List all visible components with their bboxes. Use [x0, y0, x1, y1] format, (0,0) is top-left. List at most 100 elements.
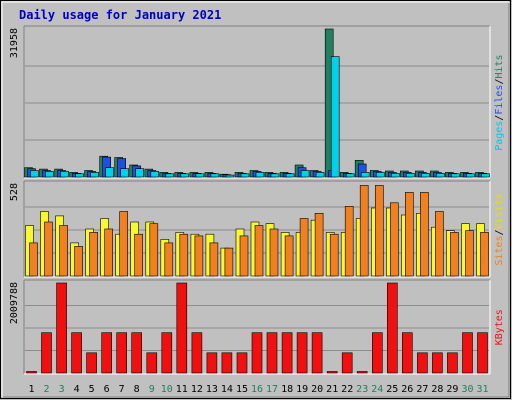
x-tick-label-29: 29 — [446, 384, 458, 395]
x-tick-label-12: 12 — [191, 384, 203, 395]
bar-sites-day-9 — [149, 223, 159, 277]
panel-legend: Pages/Files/Hits — [494, 54, 505, 150]
bar-sites-day-24 — [374, 185, 384, 277]
bar-pages-day-24 — [375, 172, 385, 178]
bar-sites-day-23 — [359, 185, 369, 277]
bar-sites-day-25 — [389, 202, 399, 277]
panel-background — [24, 26, 490, 178]
bar-sites-day-10 — [164, 242, 174, 277]
bar-pages-day-1 — [30, 170, 39, 178]
bar-kbytes-day-18 — [281, 332, 293, 374]
bar-sites-day-17 — [269, 228, 279, 277]
bar-kbytes-day-8 — [131, 332, 142, 374]
bar-sites-day-22 — [344, 206, 354, 277]
legend-entry: Sites — [494, 235, 505, 265]
bar-pages-day-12 — [195, 173, 205, 178]
x-tick-label-10: 10 — [161, 384, 173, 395]
bar-kbytes-day-15 — [236, 352, 248, 374]
bar-sites-day-18 — [284, 235, 294, 277]
legend-entry: Visits — [494, 193, 505, 229]
bar-pages-day-17 — [270, 173, 280, 178]
x-tick-label-1: 1 — [28, 384, 34, 395]
bar-pages-day-9 — [150, 171, 160, 178]
bar-sites-day-11 — [179, 233, 189, 277]
bar-pages-day-15 — [240, 173, 250, 178]
bar-pages-day-25 — [390, 173, 400, 178]
bar-pages-day-10 — [165, 173, 175, 178]
bar-pages-day-20 — [315, 172, 325, 178]
bar-kbytes-day-3 — [56, 282, 67, 374]
bar-pages-day-8 — [135, 168, 144, 178]
bar-kbytes-day-11 — [176, 282, 188, 374]
bar-kbytes-day-7 — [116, 332, 127, 374]
panel-max-label: 528 — [9, 183, 20, 201]
x-tick-label-21: 21 — [326, 384, 338, 395]
legend-entry: / — [494, 115, 505, 121]
bar-kbytes-day-6 — [101, 332, 112, 374]
bar-pages-day-14 — [225, 174, 235, 178]
bar-kbytes-day-10 — [161, 332, 173, 374]
x-tick-label-19: 19 — [296, 384, 308, 395]
x-tick-label-28: 28 — [431, 384, 443, 395]
bar-sites-day-31 — [480, 232, 489, 277]
x-tick-label-9: 9 — [149, 384, 155, 395]
x-tick-label-22: 22 — [341, 384, 353, 395]
panels-layer: 31958Pages/Files/Hits528Sites/Visits2009… — [9, 25, 505, 375]
x-tick-label-31: 31 — [476, 384, 488, 395]
bar-kbytes-day-4 — [71, 332, 82, 374]
x-tick-label-8: 8 — [134, 384, 140, 395]
x-tick-label-24: 24 — [371, 384, 383, 395]
x-tick-label-30: 30 — [461, 384, 473, 395]
legend-entry: KBytes — [494, 309, 505, 345]
bar-pages-day-13 — [210, 173, 220, 178]
bar-kbytes-day-31 — [477, 332, 488, 374]
bar-kbytes-day-14 — [221, 352, 233, 374]
bar-kbytes-day-24 — [371, 332, 383, 374]
bar-kbytes-day-5 — [86, 352, 97, 374]
bar-pages-day-16 — [255, 172, 265, 178]
x-tick-label-11: 11 — [176, 384, 188, 395]
panel-middle: 528 Sites/Visits — [9, 180, 505, 278]
bar-pages-day-30 — [466, 173, 475, 178]
bar-kbytes-day-29 — [447, 352, 458, 374]
bar-kbytes-day-20 — [311, 332, 323, 374]
bar-sites-day-14 — [224, 247, 234, 277]
x-axis-labels: 1 2 3 4 5 6 7 8 9 10 11 12 13 14 15 16 17 18 19 20 21 22 23 24 2… — [28, 384, 488, 395]
bar-kbytes-day-25 — [386, 282, 398, 374]
bar-sites-day-5 — [89, 232, 98, 277]
bar-pages-day-18 — [285, 173, 295, 178]
bar-pages-day-23 — [360, 172, 370, 178]
bar-sites-day-26 — [404, 192, 414, 277]
x-tick-label-23: 23 — [356, 384, 368, 395]
bar-kbytes-day-17 — [266, 332, 278, 374]
bar-sites-day-6 — [104, 228, 113, 277]
bar-pages-day-19 — [300, 170, 310, 178]
panel-legend: KBytes — [494, 309, 505, 345]
bar-kbytes-day-19 — [296, 332, 308, 374]
x-tick-label-15: 15 — [236, 384, 248, 395]
bar-kbytes-day-28 — [432, 352, 443, 374]
panel-max-label: 2009788 — [9, 282, 20, 324]
bar-kbytes-day-21 — [326, 371, 338, 374]
x-tick-label-6: 6 — [104, 384, 110, 395]
bar-pages-day-31 — [481, 173, 490, 178]
legend-entry: / — [494, 229, 505, 235]
bar-kbytes-day-27 — [417, 352, 428, 374]
x-tick-label-14: 14 — [221, 384, 233, 395]
legend-entry: Pages — [494, 121, 505, 151]
x-tick-label-17: 17 — [266, 384, 278, 395]
bar-sites-day-28 — [435, 211, 444, 277]
bar-kbytes-day-12 — [191, 332, 203, 374]
bar-sites-day-29 — [450, 232, 459, 277]
bar-sites-day-20 — [314, 213, 324, 277]
bar-kbytes-day-16 — [251, 332, 263, 374]
x-tick-label-25: 25 — [386, 384, 398, 395]
x-tick-label-7: 7 — [119, 384, 125, 395]
bar-sites-day-1 — [29, 242, 38, 277]
bar-sites-day-2 — [44, 221, 53, 277]
bar-pages-day-27 — [421, 173, 430, 178]
bar-pages-day-11 — [180, 173, 190, 178]
